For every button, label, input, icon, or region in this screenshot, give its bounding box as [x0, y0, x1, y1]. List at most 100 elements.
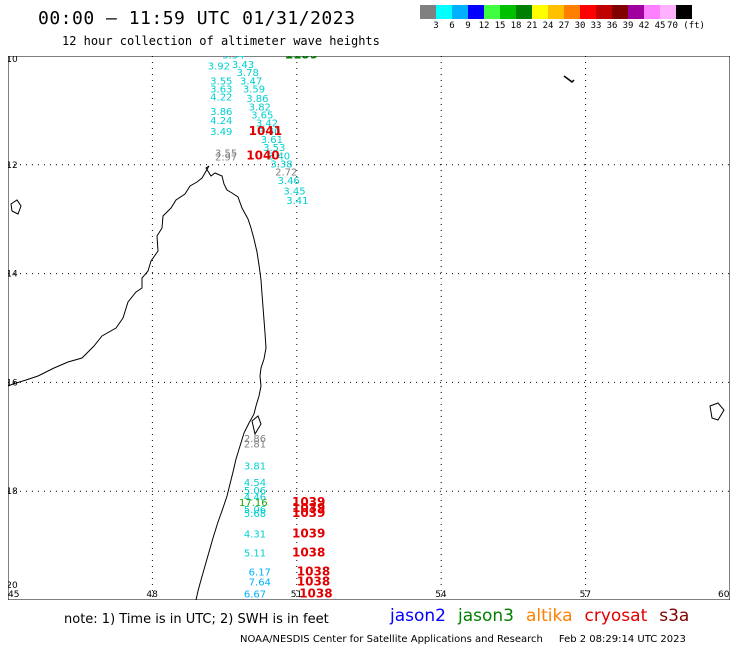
- legend-label: 39: [622, 21, 634, 31]
- wave-height-label: 3.78: [237, 68, 259, 79]
- wave-height-label: 6.17: [249, 568, 271, 579]
- pass-time-label: 1039: [292, 501, 325, 515]
- legend-swatch: [436, 5, 452, 19]
- observation-labels: 3.343.92 3.433.78 3.55 3.47 3.63 3.59 4.22 3.86…: [208, 56, 309, 600]
- legend-label: 15: [494, 21, 506, 31]
- latitude-tick-label: -16: [8, 378, 18, 388]
- legend-swatch: [516, 5, 532, 19]
- legend-label: 36: [606, 21, 618, 31]
- wave-height-label: 3.61: [261, 135, 283, 146]
- pass-time-label: 1038: [297, 574, 330, 588]
- wave-height-label: 7.64: [249, 577, 271, 588]
- longitude-tick-label: 48: [146, 590, 158, 600]
- longitude-tick-label: 54: [435, 590, 447, 600]
- wave-height-label: 3.41: [286, 196, 308, 207]
- satellite-legend: jason2 jason3 altika cryosat s3a: [390, 606, 701, 626]
- longitude-tick-label: 51: [291, 590, 302, 600]
- longitude-tick-label: 45: [8, 590, 19, 600]
- legend-label: 18: [510, 21, 522, 31]
- wave-height-label: 3.47: [240, 76, 262, 87]
- map-gridlines: [8, 56, 730, 600]
- wave-height-label: 4.46: [244, 492, 266, 503]
- legend-label: 45: [654, 21, 666, 31]
- wave-height-label: 3.55: [210, 76, 232, 87]
- legend-label: 6: [449, 21, 455, 31]
- wave-height-label: 3.49: [210, 127, 232, 138]
- legend-swatch: [452, 5, 468, 19]
- latitude-tick-label: -18: [8, 487, 18, 497]
- wave-height-label: 6.67: [244, 589, 266, 600]
- legend-swatch: [420, 5, 436, 19]
- legend-swatch: [532, 5, 548, 19]
- legend-swatch: [564, 5, 580, 19]
- wave-height-label: 2.72: [275, 168, 297, 179]
- wave-height-label: 3.46: [278, 176, 300, 187]
- legend-label: 30: [574, 21, 586, 31]
- pass-time-labels: 1159104110401039103910391039103810381038…: [246, 56, 332, 600]
- legend-label: 9: [465, 21, 471, 31]
- pass-time-label: 1038: [299, 586, 332, 600]
- map-frame: [8, 56, 730, 600]
- color-legend: [420, 5, 692, 19]
- wave-height-label: 4.54: [244, 478, 266, 489]
- wave-height-label: 3.63: [210, 84, 232, 95]
- legend-swatch: [628, 5, 644, 19]
- wave-height-label: 3.42: [256, 119, 278, 130]
- longitude-tick-label: 60: [718, 590, 730, 600]
- wave-height-label: 3.53: [263, 143, 285, 154]
- wave-height-label: 3.81: [244, 461, 266, 472]
- latitude-tick-label: -20: [8, 581, 18, 591]
- wave-height-label: 4.22: [210, 93, 232, 104]
- timestamp: Feb 2 08:29:14 UTC 2023: [558, 634, 686, 645]
- page-subtitle: 12 hour collection of altimeter wave hei…: [62, 34, 380, 48]
- wave-height-label: 3.59: [243, 84, 265, 95]
- color-legend-labels: 3 6 9 12 15 18 21 24 27 30 33 36 39 42 45 70 (ft): [420, 21, 740, 33]
- pass-time-label: 1041: [249, 124, 282, 138]
- satellite-label: jason2: [390, 606, 446, 626]
- pass-time-label: 1038: [292, 545, 325, 559]
- wave-height-label: 3.86: [210, 107, 232, 118]
- latitude-tick-label: -14: [8, 270, 18, 280]
- wave-height-label: 3.40: [258, 127, 280, 138]
- legend-swatch: [644, 5, 660, 19]
- madagascar-west-coastline: [8, 165, 210, 387]
- longitude-tick-label: 57: [580, 590, 591, 600]
- pass-time-label: 1039: [292, 495, 325, 509]
- satellite-label: jason3: [458, 606, 514, 626]
- satellite-label: cryosat: [584, 606, 648, 626]
- legend-label: 12: [478, 21, 490, 31]
- map-axis-labels: 45 48 51 54 57 60 -10 -12 -14 -16 -18 -20: [8, 56, 730, 600]
- wave-height-label: 2.86: [244, 434, 266, 445]
- wave-height-label: 5.06: [244, 486, 266, 497]
- footer-note: note: 1) Time is in UTC; 2) SWH is in fe…: [64, 612, 329, 627]
- legend-swatch: [676, 5, 692, 19]
- reunion-island: [709, 402, 725, 421]
- wave-height-label: 5.06: [244, 505, 266, 516]
- legend-swatch: [468, 5, 484, 19]
- wave-height-label: 3.65: [251, 111, 273, 122]
- wave-height-label: 5.68: [244, 509, 266, 520]
- legend-swatch: [660, 5, 676, 19]
- legend-swatch: [484, 5, 500, 19]
- legend-swatch: [500, 5, 516, 19]
- pass-time-label: 1040: [246, 148, 279, 162]
- wave-height-label: 3.40: [268, 151, 290, 162]
- legend-label: 21: [526, 21, 538, 31]
- wave-height-label: 3.86: [246, 94, 268, 105]
- legend-label: 24: [542, 21, 554, 31]
- western-islet: [10, 199, 22, 215]
- sainte-marie-island: [251, 415, 262, 436]
- wave-height-label: 3.45: [283, 187, 305, 198]
- legend-swatch: [548, 5, 564, 19]
- wave-height-label: 3.55: [215, 149, 237, 160]
- madagascar-coastline: [195, 165, 267, 600]
- legend-swatch: [612, 5, 628, 19]
- legend-label: 33: [590, 21, 602, 31]
- wave-height-label: 2.81: [244, 440, 266, 451]
- wave-height-label: 17.16: [239, 498, 268, 509]
- legend-label: 70 (ft): [667, 21, 705, 31]
- northern-islet: [563, 75, 575, 83]
- wave-height-label: 3.82: [249, 102, 271, 113]
- pass-time-label: 1159: [285, 56, 318, 62]
